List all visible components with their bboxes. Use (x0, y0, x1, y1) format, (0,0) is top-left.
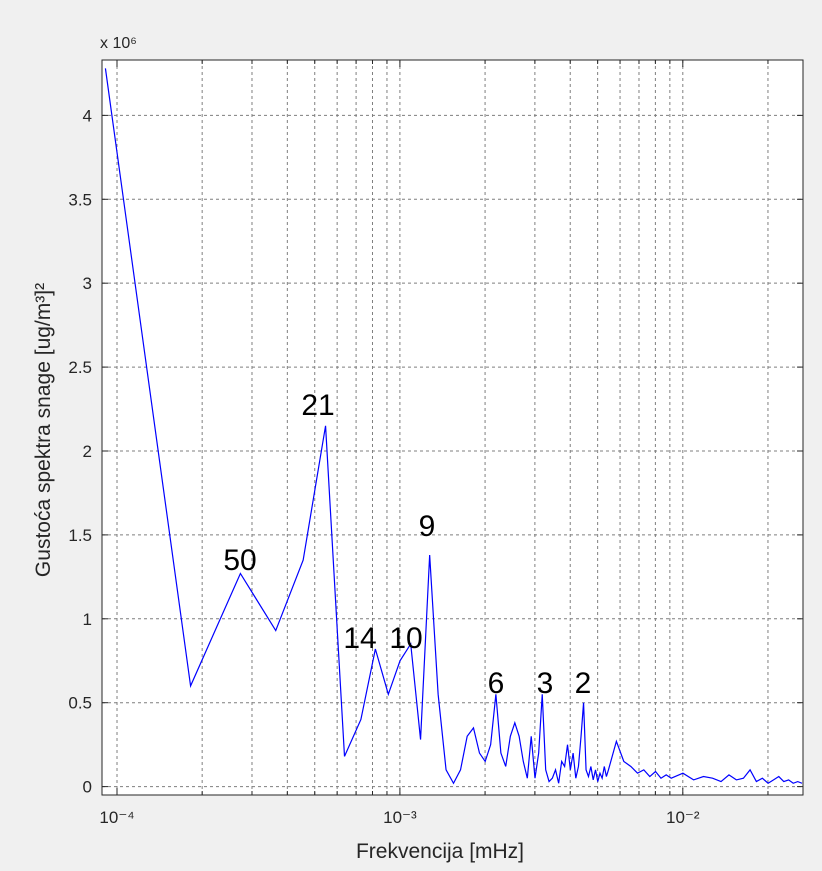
plot-area (102, 60, 803, 795)
annotation: 50 (223, 544, 256, 577)
y-axis-label: Gustoća spektra snage [ug/m³]² (32, 283, 55, 577)
annotation: 10 (389, 622, 422, 655)
y-tick-label: 4 (83, 106, 92, 125)
y-multiplier: x 10⁶ (100, 35, 137, 52)
annotation: 2 (575, 667, 592, 700)
y-tick-label: 3 (83, 274, 92, 293)
annotation: 14 (343, 622, 376, 655)
plot-border (101, 59, 804, 796)
x-tick-label: 10⁻² (666, 808, 700, 827)
x-tick-label: 10⁻⁴ (99, 808, 134, 827)
annotation: 3 (537, 667, 554, 700)
y-tick-label: 1.5 (68, 526, 92, 545)
annotation: 9 (419, 510, 436, 543)
y-tick-label: 2.5 (68, 358, 92, 377)
spectrum-line (104, 68, 803, 785)
x-axis-label: Frekvencija [mHz] (356, 840, 524, 863)
y-tick-label: 3.5 (68, 190, 92, 209)
y-tick-label: 1 (83, 610, 92, 629)
annotation: 6 (488, 667, 505, 700)
y-tick-label: 0 (83, 778, 92, 797)
annotation: 21 (301, 389, 334, 422)
x-tick-label: 10⁻³ (383, 808, 417, 827)
y-tick-label: 2 (83, 442, 92, 461)
y-tick-label: 0.5 (68, 694, 92, 713)
